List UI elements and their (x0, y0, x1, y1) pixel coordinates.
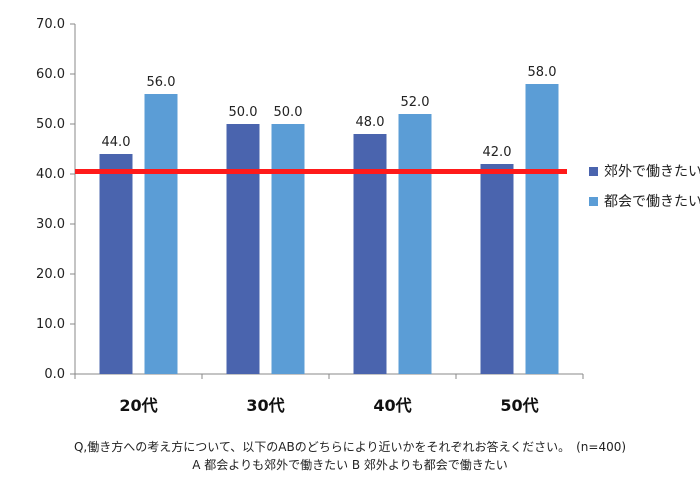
bar (144, 94, 178, 374)
bar (525, 84, 559, 374)
footnote-options: A 都会よりも郊外で働きたい B 郊外よりも都会で働きたい (192, 458, 508, 472)
bar (480, 164, 514, 374)
data-label: 42.0 (483, 145, 512, 160)
category-label: 20代 (119, 396, 157, 415)
data-label: 50.0 (274, 105, 303, 120)
category-label: 40代 (373, 396, 411, 415)
y-axis-ticks: 0.0 10.0 20.0 30.0 40.0 50.0 60.0 70.0 (36, 17, 75, 382)
y-tick-label: 0.0 (44, 367, 65, 382)
bars: 44.0 56.0 50.0 50.0 48.0 52.0 42.0 58.0 (99, 65, 559, 374)
y-tick-label: 30.0 (36, 217, 65, 232)
legend-label: 郊外で働きたい (604, 163, 700, 180)
category-label: 30代 (246, 396, 284, 415)
data-label: 58.0 (528, 65, 557, 80)
data-label: 48.0 (356, 115, 385, 130)
x-axis-labels: 20代 30代 40代 50代 (119, 396, 538, 415)
y-tick-label: 20.0 (36, 267, 65, 282)
y-tick-label: 70.0 (36, 17, 65, 32)
legend-swatch (589, 167, 598, 176)
data-label: 52.0 (401, 95, 430, 110)
y-tick-label: 10.0 (36, 317, 65, 332)
y-tick-label: 50.0 (36, 117, 65, 132)
category-label: 50代 (500, 396, 538, 415)
y-tick-label: 40.0 (36, 167, 65, 182)
footnote-question: Q,働き方への考え方について、以下のABのどちらにより近いかをそれぞれお答えくだ… (73, 440, 627, 454)
data-label: 44.0 (102, 135, 131, 150)
bar (398, 114, 432, 374)
data-label: 50.0 (229, 105, 258, 120)
legend-swatch (589, 197, 598, 206)
legend-label: 都会で働きたい (604, 194, 700, 210)
bar (226, 124, 260, 374)
data-label: 56.0 (147, 75, 176, 90)
bar (99, 154, 133, 374)
y-tick-label: 60.0 (36, 67, 65, 82)
bar (271, 124, 305, 374)
